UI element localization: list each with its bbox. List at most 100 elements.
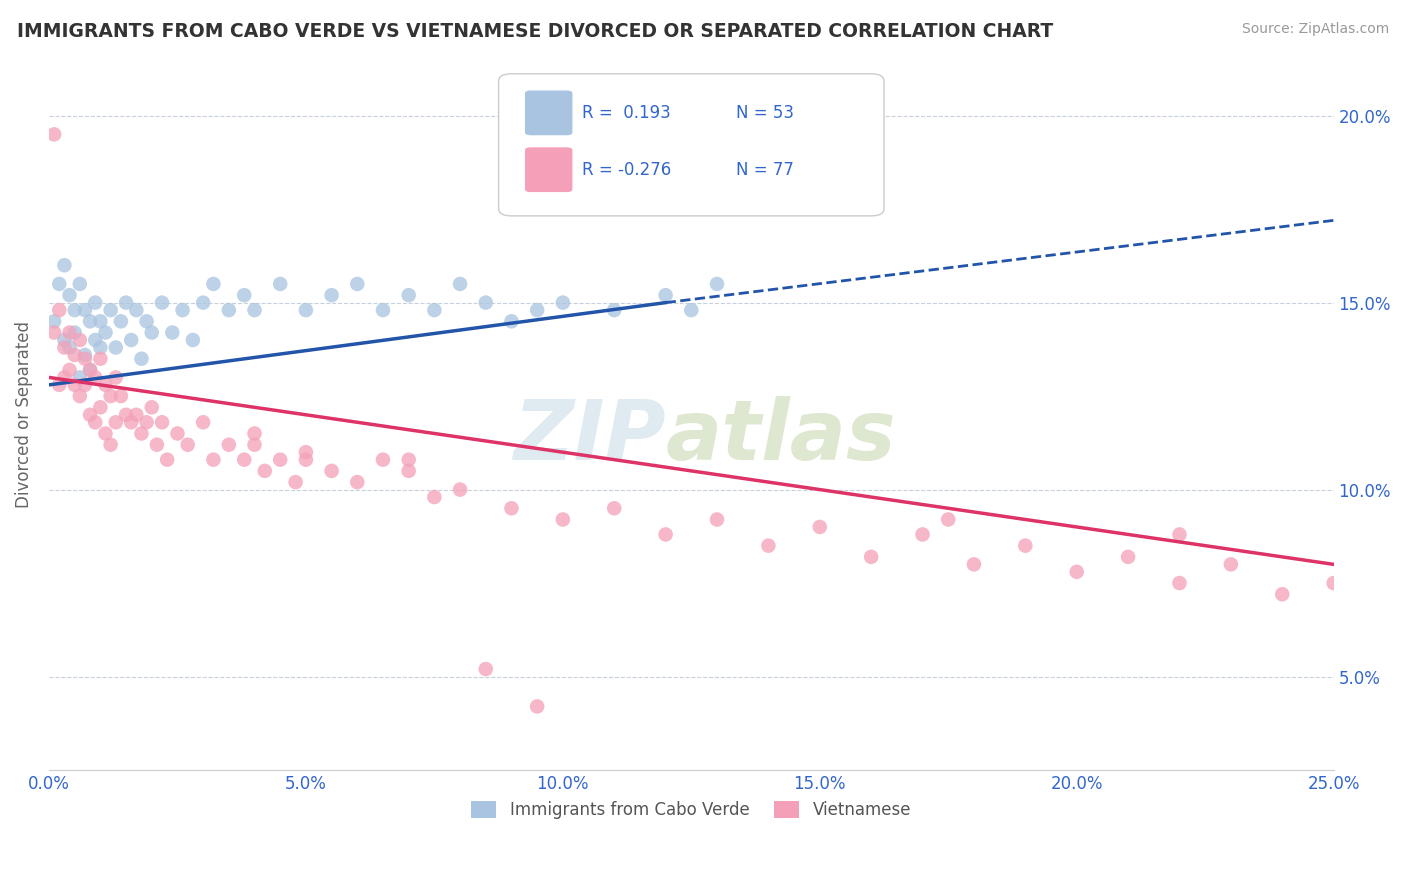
Y-axis label: Divorced or Separated: Divorced or Separated: [15, 321, 32, 508]
Point: [181, 333, 204, 347]
Point: [166, 426, 188, 441]
Point: [295, 445, 318, 459]
Point: [371, 452, 394, 467]
Point: [233, 288, 256, 302]
Point: [177, 438, 200, 452]
Point: [69, 389, 91, 403]
Point: [551, 295, 574, 310]
Point: [202, 277, 225, 291]
Point: [42, 314, 65, 328]
Point: [156, 452, 179, 467]
Point: [84, 295, 107, 310]
Point: [1219, 558, 1241, 572]
Point: [1168, 576, 1191, 591]
Point: [1323, 576, 1346, 591]
Point: [73, 348, 96, 362]
FancyBboxPatch shape: [499, 74, 884, 216]
Point: [73, 303, 96, 318]
Point: [501, 501, 523, 516]
Point: [115, 408, 138, 422]
Point: [191, 415, 214, 429]
Point: [131, 426, 153, 441]
Point: [131, 351, 153, 366]
Point: [94, 326, 117, 340]
Point: [371, 303, 394, 318]
Point: [48, 277, 70, 291]
Point: [79, 314, 101, 328]
Point: [706, 277, 728, 291]
Point: [53, 341, 76, 355]
Point: [135, 314, 157, 328]
Point: [808, 520, 831, 534]
Point: [1066, 565, 1088, 579]
Point: [346, 277, 368, 291]
Point: [603, 303, 626, 318]
Point: [150, 415, 173, 429]
Point: [141, 401, 163, 415]
Point: [295, 303, 318, 318]
Point: [218, 303, 240, 318]
Text: ZIP: ZIP: [513, 396, 665, 476]
Point: [526, 699, 548, 714]
Point: [89, 341, 111, 355]
Text: R = -0.276: R = -0.276: [582, 161, 671, 178]
Point: [253, 464, 276, 478]
Point: [321, 464, 343, 478]
Point: [63, 377, 86, 392]
Point: [53, 333, 76, 347]
Point: [218, 438, 240, 452]
Point: [398, 452, 420, 467]
Point: [141, 326, 163, 340]
Point: [295, 452, 318, 467]
Point: [48, 303, 70, 318]
FancyBboxPatch shape: [524, 146, 574, 193]
Point: [100, 389, 122, 403]
Point: [146, 438, 169, 452]
Point: [706, 512, 728, 526]
Point: [269, 277, 291, 291]
Point: [162, 326, 184, 340]
Point: [48, 377, 70, 392]
Point: [120, 415, 142, 429]
Point: [346, 475, 368, 489]
Point: [526, 303, 548, 318]
Point: [58, 363, 80, 377]
Point: [79, 363, 101, 377]
Point: [84, 333, 107, 347]
Text: N = 77: N = 77: [737, 161, 794, 178]
Point: [125, 408, 148, 422]
Point: [120, 333, 142, 347]
Point: [1116, 549, 1139, 564]
Legend: Immigrants from Cabo Verde, Vietnamese: Immigrants from Cabo Verde, Vietnamese: [464, 794, 918, 826]
Point: [449, 483, 471, 497]
Text: Source: ZipAtlas.com: Source: ZipAtlas.com: [1241, 22, 1389, 37]
Point: [551, 512, 574, 526]
Point: [69, 333, 91, 347]
Point: [501, 314, 523, 328]
Point: [269, 452, 291, 467]
Point: [243, 438, 266, 452]
Point: [681, 303, 703, 318]
Point: [79, 408, 101, 422]
Point: [63, 303, 86, 318]
Point: [963, 558, 986, 572]
Point: [125, 303, 148, 318]
Point: [172, 303, 194, 318]
Point: [104, 341, 127, 355]
Point: [84, 415, 107, 429]
Point: [202, 452, 225, 467]
Point: [104, 415, 127, 429]
Point: [758, 539, 780, 553]
Text: IMMIGRANTS FROM CABO VERDE VS VIETNAMESE DIVORCED OR SEPARATED CORRELATION CHART: IMMIGRANTS FROM CABO VERDE VS VIETNAMESE…: [17, 22, 1053, 41]
Point: [1168, 527, 1191, 541]
Point: [42, 326, 65, 340]
Point: [42, 128, 65, 142]
Point: [89, 314, 111, 328]
Point: [94, 377, 117, 392]
Point: [58, 326, 80, 340]
Point: [1271, 587, 1294, 601]
Point: [474, 295, 496, 310]
Point: [63, 348, 86, 362]
Point: [115, 295, 138, 310]
Point: [58, 288, 80, 302]
